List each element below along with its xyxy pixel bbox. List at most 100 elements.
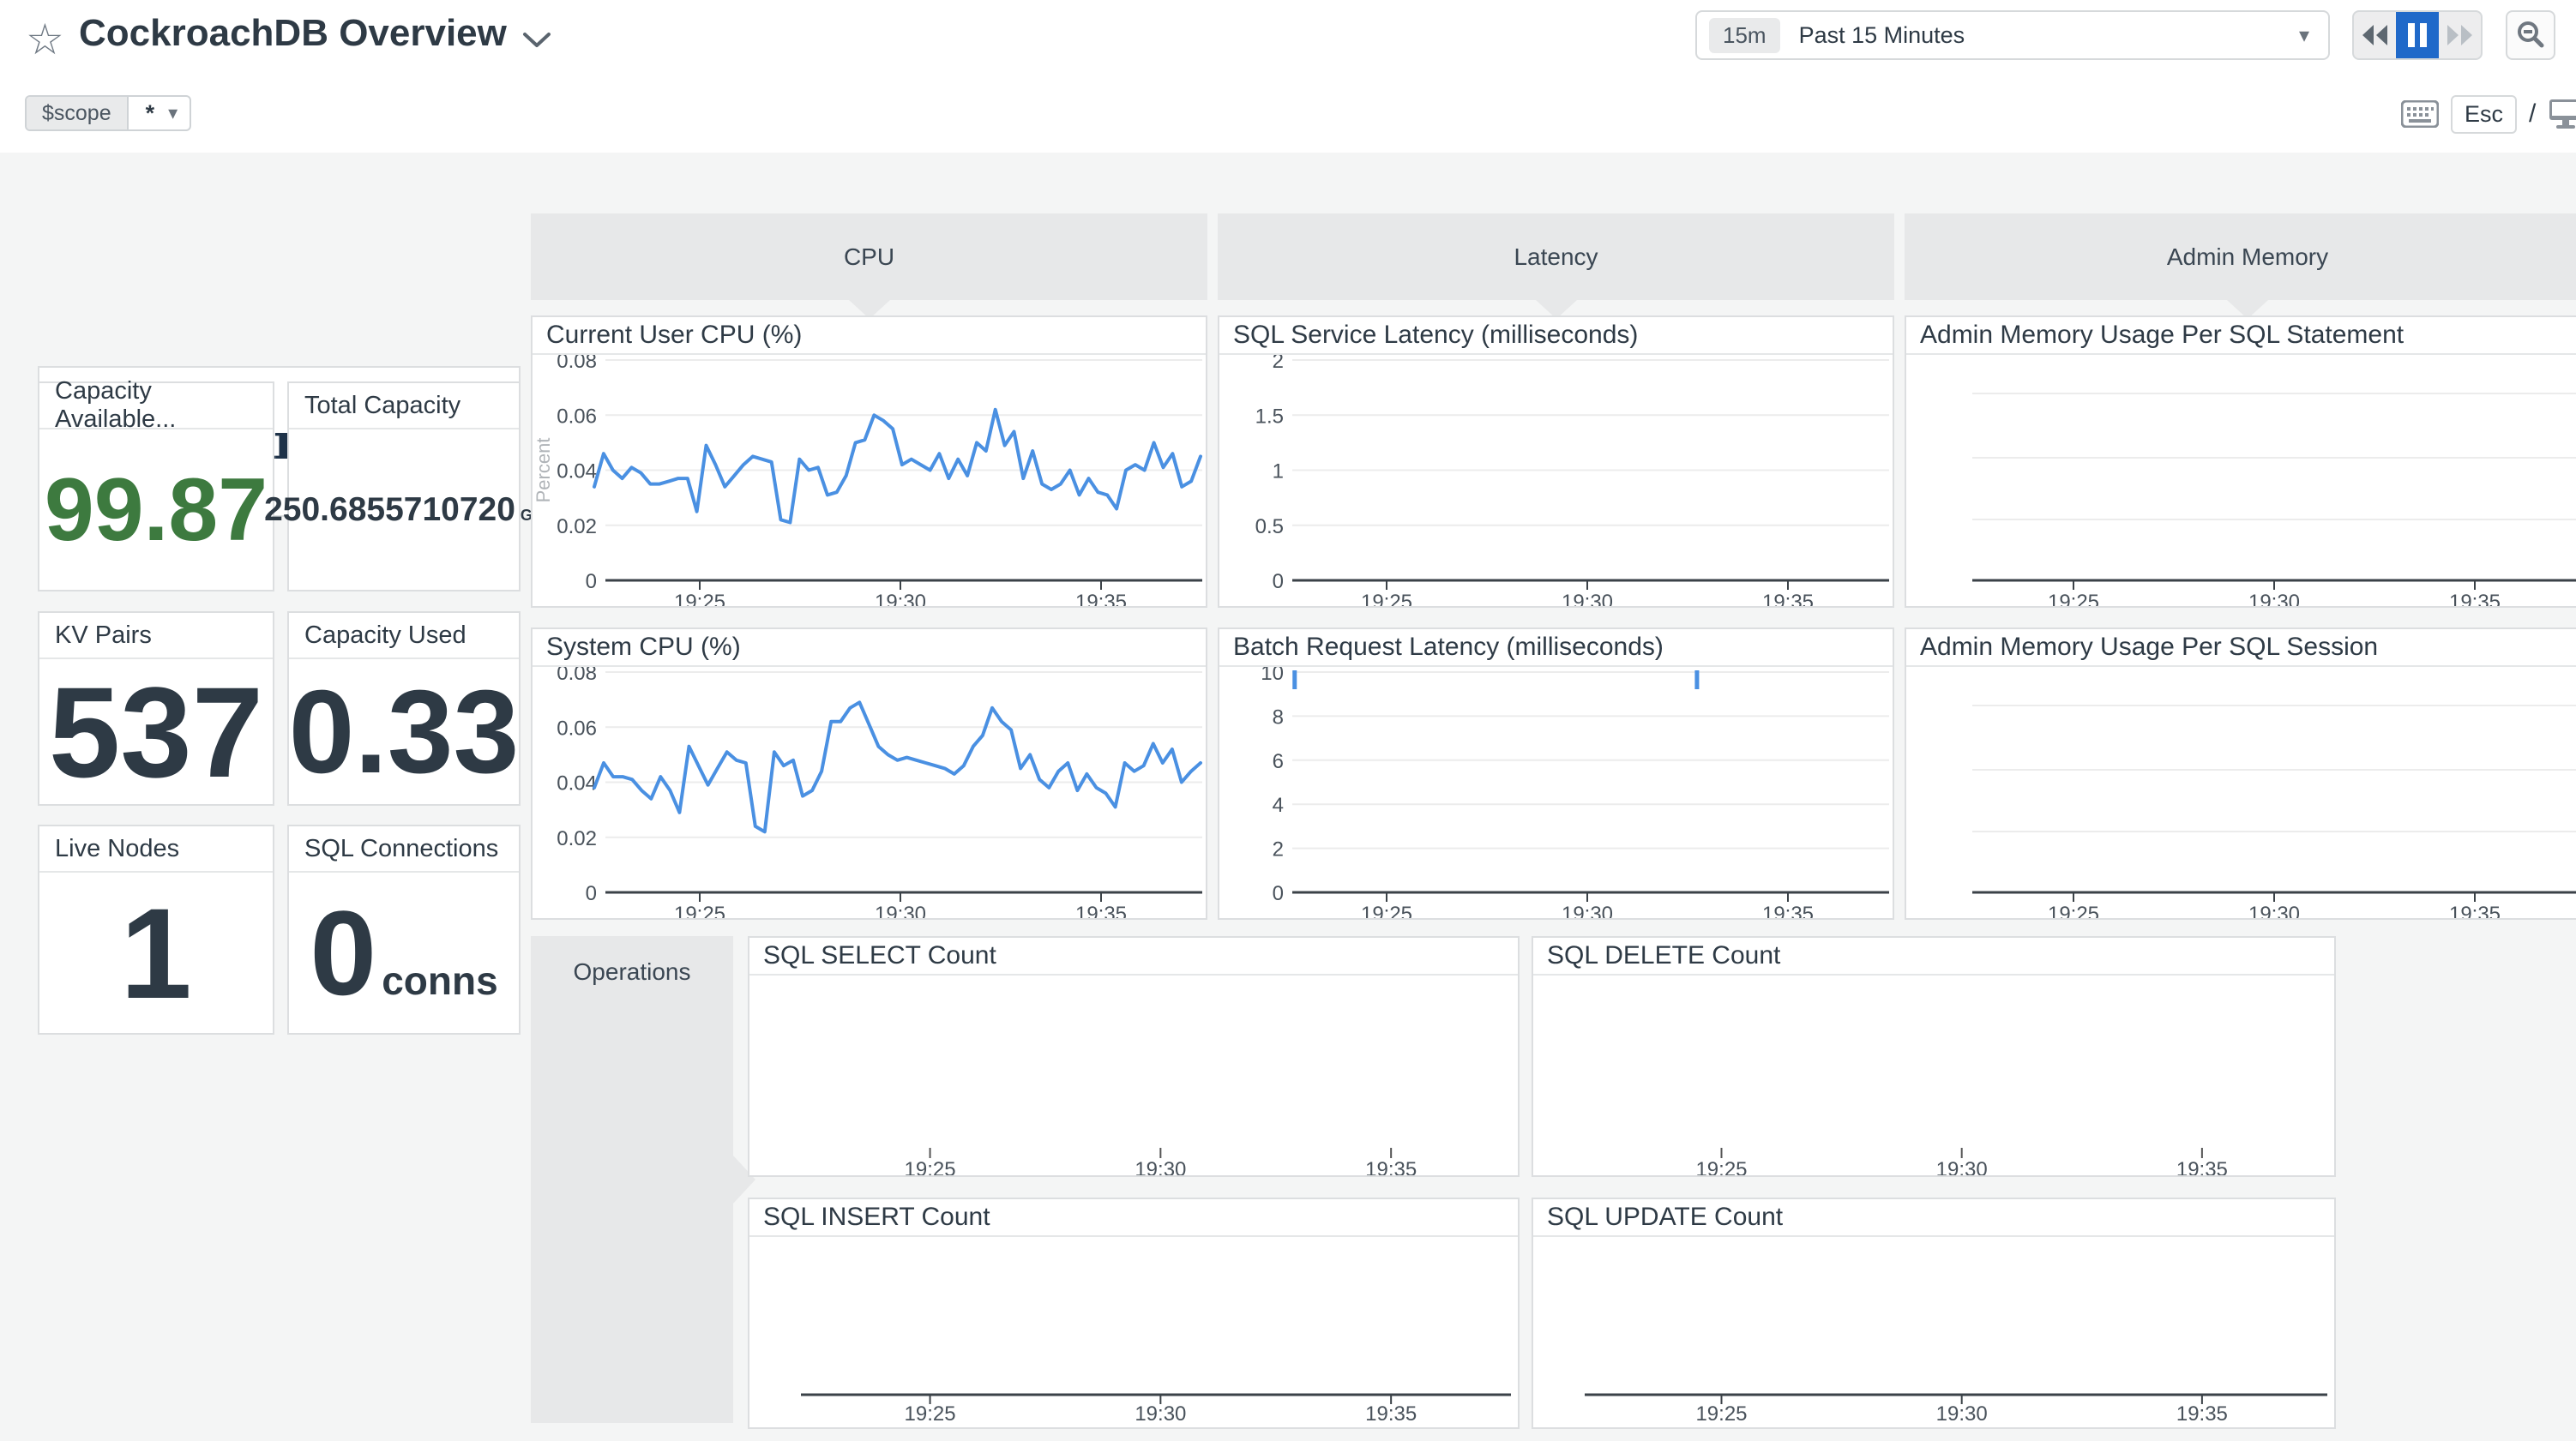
svg-text:0.08: 0.08 [557, 355, 597, 373]
favorite-star-icon[interactable]: ☆ [26, 15, 64, 63]
svg-text:19:30: 19:30 [1135, 1158, 1186, 1175]
svg-text:19:30: 19:30 [1562, 591, 1613, 606]
stat-card-title: Capacity Available... [39, 377, 273, 433]
svg-text:19:30: 19:30 [875, 903, 926, 918]
svg-text:0.5: 0.5 [1255, 515, 1284, 538]
svg-text:19:35: 19:35 [2176, 1402, 2228, 1426]
chart-current-user-cpu[interactable]: Current User CPU (%) 0 0.02 0.04 0.06 0.08 19… [531, 315, 1207, 608]
chart-plot-area[interactable]: 19:25 19:30 19:35 [1533, 1237, 2334, 1427]
stat-card-title: Live Nodes [39, 826, 273, 873]
group-label: Admin Memory [2166, 243, 2329, 270]
stat-value: 537 [48, 659, 264, 804]
svg-text:19:25: 19:25 [674, 903, 725, 918]
rewind-button[interactable] [2354, 12, 2396, 58]
svg-text:19:35: 19:35 [1075, 903, 1127, 918]
svg-text:0.02: 0.02 [557, 515, 597, 538]
svg-text:19:35: 19:35 [1762, 591, 1814, 606]
fullscreen-monitor-icon[interactable] [2548, 98, 2576, 130]
forward-button[interactable] [2439, 12, 2481, 58]
chart-sql-insert-count[interactable]: SQL INSERT Count 19:25 19:30 19:35 [748, 1198, 1520, 1429]
svg-text:19:35: 19:35 [2449, 903, 2501, 918]
stat-card-kv-pairs[interactable]: KV Pairs 537 [38, 611, 274, 806]
svg-text:4: 4 [1273, 794, 1284, 817]
group-label: CPU [843, 243, 895, 270]
fast-forward-icon [2447, 25, 2473, 45]
chart-admin-memory-session[interactable]: Admin Memory Usage Per SQL Session 19:25… [1905, 627, 2576, 920]
svg-text:19:25: 19:25 [1695, 1402, 1747, 1426]
chart-title: SQL SELECT Count [749, 938, 1518, 976]
group-header-operations[interactable]: Operations [531, 936, 755, 1423]
group-header-cpu[interactable]: CPU [531, 213, 1207, 319]
group-pointer [1535, 300, 1577, 319]
svg-text:0: 0 [1273, 570, 1284, 593]
chart-system-cpu[interactable]: System CPU (%) 0 0.02 0.04 0.06 0.08 19:25 19:… [531, 627, 1207, 920]
scope-label: $scope [27, 97, 129, 129]
chart-sql-delete-count[interactable]: SQL DELETE Count 19:25 19:30 19:35 [1532, 936, 2336, 1177]
svg-text:2: 2 [1273, 355, 1284, 373]
svg-text:0.06: 0.06 [557, 717, 597, 740]
svg-text:19:25: 19:25 [905, 1158, 956, 1175]
stat-card-total-capacity[interactable]: Total Capacity 250.6855710720 GB [264, 381, 544, 591]
stat-card-capacity-available[interactable]: Capacity Available... 99.87 [38, 377, 274, 591]
stat-value: 99.87 [44, 459, 268, 560]
chart-plot-area[interactable]: 0 0.5 1 1.5 2 19:25 19:30 19:35 [1219, 355, 1893, 606]
chart-batch-request-latency[interactable]: Batch Request Latency (milliseconds) 0 2 4… [1218, 627, 1894, 920]
svg-text:19:25: 19:25 [1361, 591, 1412, 606]
keyboard-icon[interactable] [2401, 100, 2439, 128]
chart-title: SQL Service Latency (milliseconds) [1219, 317, 1893, 355]
stat-card-capacity-used[interactable]: Capacity Used 0.33 [287, 611, 521, 806]
svg-text:19:25: 19:25 [2048, 591, 2099, 606]
header-bar: ☆ CockroachDB Overview $scope * ▾ 15m Pa… [0, 0, 2576, 153]
template-variable-scope[interactable]: $scope * ▾ [25, 95, 192, 131]
zoom-out-button[interactable] [2506, 10, 2555, 60]
time-range-picker[interactable]: 15m Past 15 Minutes ▾ [1695, 10, 2330, 60]
svg-text:19:25: 19:25 [2048, 903, 2099, 918]
playback-controls [2352, 10, 2483, 60]
chart-title: SQL INSERT Count [749, 1199, 1518, 1237]
stat-unit: conns [382, 958, 498, 1003]
title-chevron-down-icon[interactable] [521, 31, 552, 54]
svg-text:19:25: 19:25 [1361, 903, 1412, 918]
svg-text:19:30: 19:30 [2248, 591, 2300, 606]
stat-card-live-nodes[interactable]: Live Nodes 1 [38, 825, 274, 1035]
chart-plot-area[interactable]: 0 0.02 0.04 0.06 0.08 19:25 19:30 19:35 [533, 667, 1206, 918]
chart-plot-area[interactable]: 19:25 19:30 19:35 [749, 1237, 1518, 1427]
svg-text:0: 0 [586, 570, 597, 593]
chart-plot-area[interactable]: 19:25 19:30 19:35 [749, 976, 1518, 1175]
chart-admin-memory-statement[interactable]: Admin Memory Usage Per SQL Statement 19:… [1905, 315, 2576, 608]
svg-text:8: 8 [1273, 705, 1284, 729]
time-range-label: Past 15 Minutes [1798, 21, 1965, 48]
chart-title: SQL UPDATE Count [1533, 1199, 2334, 1237]
chart-plot-area[interactable]: 19:25 19:30 19:35 [1906, 355, 2576, 606]
magnifier-minus-icon [2518, 21, 2544, 48]
pause-button[interactable] [2396, 12, 2439, 58]
chart-sql-service-latency[interactable]: SQL Service Latency (milliseconds) 0 0.5 1… [1218, 315, 1894, 608]
chart-plot-area[interactable]: 19:25 19:30 19:35 [1533, 976, 2334, 1175]
chart-plot-area[interactable]: 0 0.02 0.04 0.06 0.08 19:25 19:30 19:35 Percent [533, 355, 1206, 606]
group-label: Latency [1514, 243, 1598, 270]
chart-sql-select-count[interactable]: SQL SELECT Count 19:25 19:30 19:35 [748, 936, 1520, 1177]
chart-title: Admin Memory Usage Per SQL Session [1906, 629, 2576, 667]
stat-value: 1 [120, 880, 192, 1025]
svg-text:19:35: 19:35 [1365, 1158, 1417, 1175]
stat-card-sql-connections[interactable]: SQL Connections 0 conns [287, 825, 521, 1035]
scope-value-dropdown[interactable]: * ▾ [129, 97, 190, 129]
group-pointer [848, 300, 890, 319]
svg-text:19:30: 19:30 [1936, 1158, 1988, 1175]
caret-down-icon: ▾ [2298, 23, 2309, 47]
svg-text:19:25: 19:25 [1695, 1158, 1747, 1175]
svg-text:19:35: 19:35 [1762, 903, 1814, 918]
chart-plot-area[interactable]: 0 2 4 6 8 10 19:25 19:30 19:35 [1219, 667, 1893, 918]
svg-text:19:35: 19:35 [1365, 1402, 1417, 1426]
esc-key-button[interactable]: Esc [2451, 94, 2518, 134]
group-header-admin-memory[interactable]: Admin Memory [1905, 213, 2576, 319]
chart-plot-area[interactable]: 19:25 19:30 19:35 [1906, 667, 2576, 918]
svg-text:19:30: 19:30 [1562, 903, 1613, 918]
stat-card-title: Capacity Used [289, 613, 519, 659]
chart-title: System CPU (%) [533, 629, 1206, 667]
chart-sql-update-count[interactable]: SQL UPDATE Count 19:25 19:30 19:35 [1532, 1198, 2336, 1429]
dashboard-canvas: Cockroach DB Capacity Available... 99.87… [0, 153, 2576, 1441]
svg-text:0.04: 0.04 [557, 460, 597, 483]
group-header-latency[interactable]: Latency [1218, 213, 1894, 319]
group-pointer [2227, 300, 2268, 319]
